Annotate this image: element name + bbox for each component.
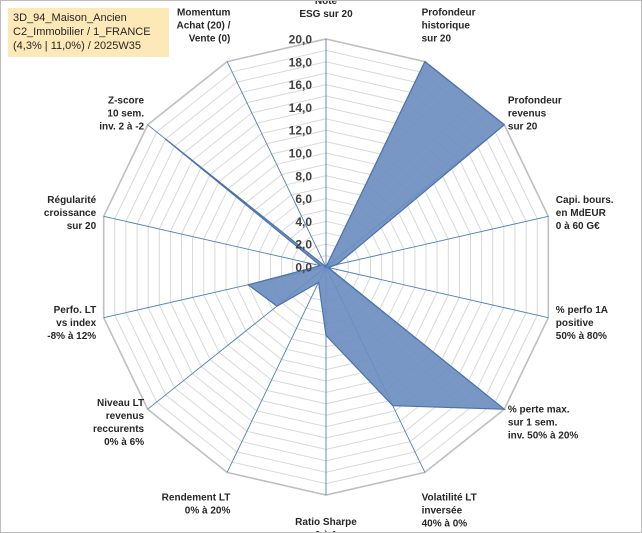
radar-tick-labels: 0,0 2,0 4,0 6,0 8,0 10,0 12,0 14,0 16,0 18,0 20,0: [289, 33, 313, 275]
axis-label-line: Ratio Sharpe: [295, 517, 357, 528]
axis-label-line: Profondeur: [422, 8, 476, 19]
axis-label-line: Momentum: [177, 8, 230, 19]
axis-label-line: sur 1 sem.: [508, 418, 558, 429]
axis-label-line: Niveau LT: [97, 398, 144, 409]
axis-label-line: Vente (0): [189, 34, 231, 45]
tick-label: 16,0: [289, 78, 313, 92]
axis-label-line: Note: [315, 1, 338, 7]
axis-label: Rendement LT 0% à 20%: [162, 492, 231, 516]
axis-label-line: revenus: [508, 108, 547, 119]
axis-label: Profondeur historique sur 20: [422, 8, 476, 45]
axis-spoke: [226, 266, 327, 473]
tick-label: 10,0: [289, 147, 313, 161]
axis-label-line: 50% à 80%: [556, 331, 607, 342]
axis-label: Niveau LT revenus reccurents 0% à 6%: [93, 398, 145, 448]
radar-series: [165, 60, 507, 410]
axis-label-line: Z-score: [108, 95, 145, 106]
axis-label-line: inv. 50% à 20%: [508, 431, 579, 442]
axis-spoke: [325, 215, 549, 268]
axis-label-line: revenus: [106, 411, 145, 422]
axis-label-line: inv. 2 à -2: [99, 121, 144, 132]
axis-label: Note ESG sur 20: [299, 1, 353, 20]
tick-label: 4,0: [295, 215, 312, 229]
tick-label: 0,0: [295, 261, 312, 275]
axis-label-line: sur 20: [422, 34, 452, 45]
axis-label-line: inversée: [422, 505, 463, 516]
axis-label: Z-score 10 sem. inv. 2 à -2: [99, 95, 144, 132]
axis-label-line: % perfo 1A: [556, 305, 608, 316]
axis-label-line: croissance: [44, 208, 97, 219]
axis-label-line: 0% à 20%: [185, 505, 231, 516]
axis-label: Volatilité LT inversée 40% à 0%: [422, 492, 477, 529]
axis-label-line: Volatilité LT: [422, 492, 477, 503]
axis-label-line: historique: [422, 21, 471, 32]
axis-label-line: Capi. bours.: [556, 195, 614, 206]
axis-label-line: reccurents: [93, 424, 145, 435]
info-line-3: (4,3% | 11,0%) / 2025W35: [13, 40, 141, 52]
axis-label-line: 10 sem.: [107, 108, 144, 119]
series-area: [165, 60, 507, 410]
axis-label-line: 0 à 1: [315, 530, 338, 532]
tick-label: 6,0: [295, 192, 312, 206]
axis-label: % perte max. sur 1 sem. inv. 50% à 20%: [508, 405, 579, 442]
axis-label-line: vs index: [56, 318, 96, 329]
tick-label: 20,0: [289, 33, 313, 47]
axis-label-line: Profondeur: [508, 95, 562, 106]
axis-label: Capi. bours. en MdEUR 0 à 60 G€: [556, 195, 614, 232]
axis-label: Ratio Sharpe 0 à 1: [295, 517, 357, 532]
axis-label-line: ESG sur 20: [299, 9, 353, 20]
axis-spoke: [325, 266, 549, 319]
axis-label: % perfo 1A positive 50% à 80%: [556, 305, 608, 342]
axis-label-line: Rendement LT: [162, 492, 231, 503]
radar-axis-labels: Note ESG sur 20 Profondeur historique sur 20…: [44, 1, 614, 532]
tick-label: 8,0: [295, 169, 312, 183]
tick-label: 2,0: [295, 238, 312, 252]
axis-label-line: en MdEUR: [556, 208, 607, 219]
tick-label: 14,0: [289, 101, 313, 115]
axis-label-line: Perfo. LT: [54, 305, 97, 316]
tick-label: 12,0: [289, 124, 313, 138]
axis-label-line: 40% à 0%: [422, 518, 468, 529]
axis-label-line: 0 à 60 G€: [556, 221, 600, 232]
axis-spoke: [226, 61, 327, 268]
axis-label-line: sur 20: [508, 121, 538, 132]
axis-label: Régularité croissance sur 20: [44, 195, 97, 232]
axis-label-line: -8% à 12%: [47, 331, 96, 342]
info-line-1: 3D_94_Maison_Ancien: [13, 12, 127, 24]
axis-label-line: Régularité: [47, 195, 96, 206]
tick-label: 18,0: [289, 55, 313, 69]
axis-label-line: Achat (20) /: [176, 21, 230, 32]
axis-spoke: [103, 215, 327, 268]
axis-label: Perfo. LT vs index -8% à 12%: [47, 305, 96, 342]
axis-label: Momentum Achat (20) / Vente (0): [176, 8, 230, 45]
axis-label: Profondeur revenus sur 20: [508, 95, 562, 132]
axis-label-line: sur 20: [67, 221, 97, 232]
info-line-2: C2_Immobilier / 1_FRANCE: [13, 26, 151, 38]
axis-label-line: positive: [556, 318, 594, 329]
axis-label-line: % perte max.: [508, 405, 570, 416]
series-info-box: 3D_94_Maison_Ancien C2_Immobilier / 1_FR…: [8, 8, 169, 57]
axis-label-line: 0% à 6%: [104, 437, 144, 448]
